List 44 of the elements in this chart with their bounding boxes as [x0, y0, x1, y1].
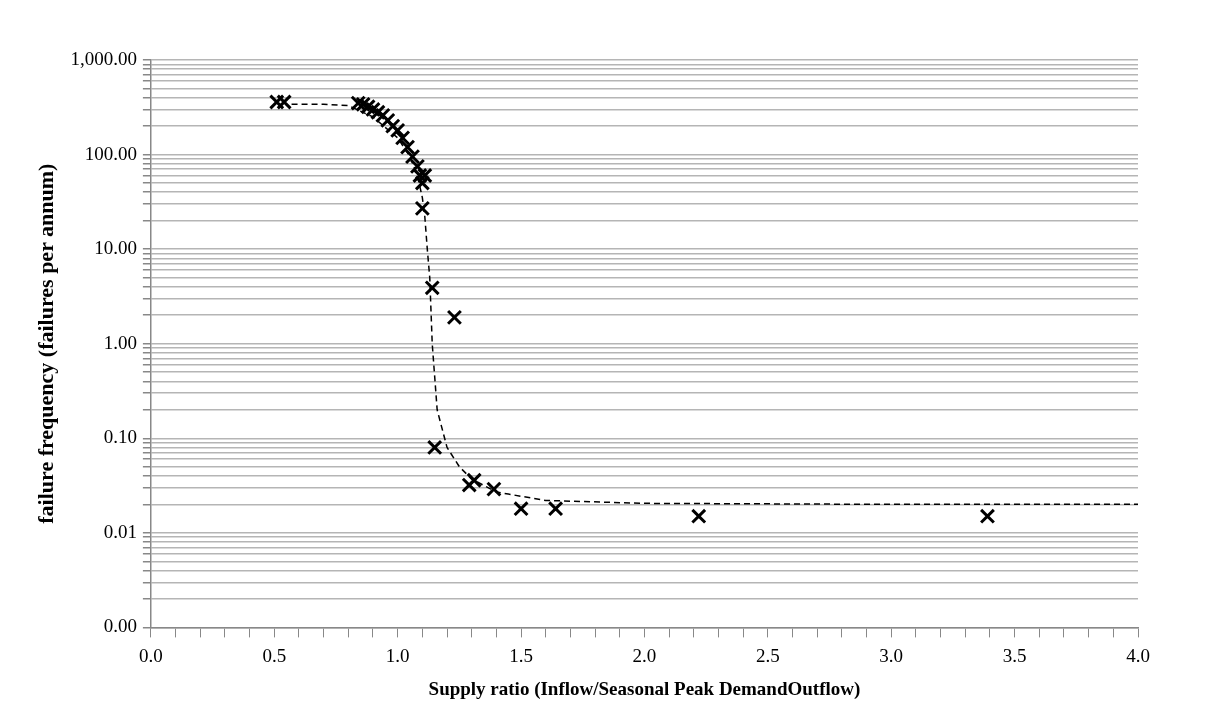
point [461, 477, 478, 493]
point [268, 94, 285, 110]
point [375, 107, 391, 124]
y-tick-label: 10.00 [94, 237, 137, 259]
point [355, 96, 371, 113]
point [404, 148, 421, 165]
y-tick-label: 0.10 [103, 426, 137, 448]
point [690, 508, 707, 525]
point [276, 94, 293, 110]
y-tick-label: 0.01 [103, 520, 137, 542]
y-tick-label: 1.00 [103, 331, 137, 353]
x-tick-label: 2.0 [632, 644, 657, 666]
x-tick-label: 1.0 [385, 644, 410, 666]
y-tick-label: 1,000.00 [70, 47, 137, 69]
point [979, 508, 996, 525]
x-tick-label: 0.0 [139, 644, 163, 666]
point [466, 472, 483, 489]
x-tick-label: 3.0 [879, 644, 904, 666]
point [350, 95, 367, 111]
point [379, 112, 396, 129]
x-tick-label: 4.0 [1126, 644, 1150, 666]
x-tick-label: 0.5 [262, 644, 287, 666]
y-tick-label: 100.00 [84, 142, 137, 164]
point [486, 481, 502, 497]
x-tick-label: 2.5 [755, 644, 780, 666]
point [365, 101, 381, 118]
x-tick-label: 1.5 [509, 644, 533, 666]
point [389, 122, 406, 139]
y-tick-label: 0.00 [103, 615, 137, 637]
x-tick-label: 3.5 [1002, 644, 1027, 666]
point [416, 167, 433, 184]
point [414, 175, 431, 191]
point [399, 139, 416, 155]
point [424, 279, 441, 296]
point [394, 130, 411, 146]
point [426, 439, 443, 456]
y-axis-title: failure frequency (failures per annum) [32, 163, 58, 524]
point [513, 500, 529, 517]
point [360, 98, 376, 115]
point [414, 200, 431, 217]
x-axis-title: Supply ratio (Inflow/Seasonal Peak DemandOutflow) [428, 677, 861, 700]
point [446, 309, 463, 326]
point [370, 104, 386, 121]
point [547, 500, 564, 517]
